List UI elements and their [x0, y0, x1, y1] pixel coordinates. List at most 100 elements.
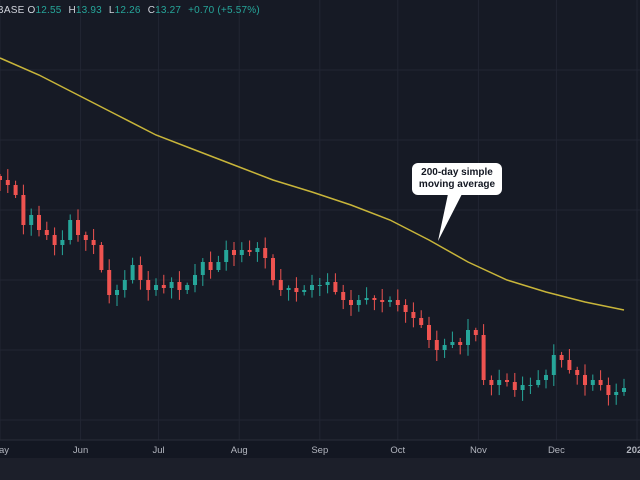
- candle-body: [21, 195, 26, 225]
- annotation-line-2: moving average: [418, 179, 496, 190]
- legend-close-key: C: [147, 5, 156, 16]
- moving-average-layer: [0, 57, 625, 311]
- candle: [364, 287, 369, 305]
- time-axis[interactable]: [0, 440, 640, 458]
- candle-body: [458, 342, 463, 345]
- candle-body: [68, 220, 73, 240]
- candle-body: [512, 382, 517, 390]
- moving-average-annotation: 200-day simple moving average: [412, 163, 502, 195]
- x-tick-label: Sep: [311, 445, 328, 456]
- candle-body: [13, 185, 18, 195]
- candles-layer: [0, 169, 626, 406]
- candle-body: [575, 370, 580, 375]
- candle: [83, 231, 88, 251]
- candle-body: [278, 280, 283, 290]
- candle: [130, 257, 135, 284]
- candle: [76, 209, 80, 242]
- candle-body: [154, 285, 158, 290]
- candle-body: [138, 265, 143, 280]
- candle-body: [193, 275, 197, 285]
- candle: [5, 169, 10, 193]
- candle: [372, 295, 377, 311]
- candle-body: [622, 388, 626, 392]
- candle-body: [419, 318, 424, 325]
- candle: [200, 258, 205, 286]
- ohlc-legend: BASE O12.55 H13.93 L12.26 C13.27 +0.70 (…: [0, 5, 264, 16]
- candle: [122, 270, 127, 298]
- candle: [325, 273, 330, 294]
- candle: [614, 383, 619, 405]
- candle-body: [434, 340, 439, 350]
- candle-body: [427, 325, 431, 340]
- candle: [255, 242, 260, 262]
- candle: [115, 284, 119, 306]
- candle-body: [598, 380, 603, 385]
- candle: [411, 302, 416, 328]
- candle: [349, 289, 353, 316]
- candle: [138, 256, 143, 290]
- candle: [193, 264, 197, 293]
- candle-body: [536, 380, 541, 385]
- candle: [216, 255, 221, 273]
- candle-body: [83, 235, 88, 240]
- candle-body: [551, 355, 556, 375]
- candle-body: [388, 300, 392, 302]
- candle: [473, 327, 478, 342]
- candle-body: [497, 380, 502, 385]
- candle-body: [466, 330, 470, 345]
- candle-body: [185, 285, 190, 290]
- candle-body: [5, 180, 10, 185]
- candle: [341, 284, 346, 310]
- candle: [528, 377, 533, 395]
- candle: [427, 316, 431, 349]
- candle-body: [122, 280, 127, 290]
- x-tick-label: 2023: [626, 445, 640, 456]
- candle: [559, 351, 564, 368]
- candle-body: [0, 176, 2, 180]
- candle: [497, 369, 502, 396]
- candle-body: [614, 392, 619, 395]
- candle-body: [294, 288, 299, 292]
- candle: [450, 331, 455, 349]
- candle: [294, 277, 299, 302]
- candle-body: [224, 250, 229, 262]
- candle-body: [349, 300, 353, 305]
- candle: [232, 241, 236, 266]
- candle: [403, 299, 408, 323]
- candle: [458, 337, 463, 355]
- x-tick-label: Oct: [390, 445, 405, 456]
- candle: [271, 254, 275, 286]
- candle-body: [395, 300, 400, 305]
- candle: [606, 377, 611, 406]
- candle-body: [29, 215, 34, 225]
- candle-body: [333, 282, 338, 292]
- candle-body: [559, 355, 564, 360]
- candle: [185, 282, 190, 294]
- legend-low-key: L: [108, 5, 115, 16]
- x-tick-label: Jun: [73, 445, 88, 456]
- candle: [161, 274, 166, 294]
- candle: [512, 372, 517, 397]
- candle-body: [317, 285, 322, 286]
- candle-body: [177, 282, 182, 290]
- legend-high-key: H: [68, 5, 76, 16]
- candle: [317, 278, 322, 296]
- candle-body: [528, 385, 533, 386]
- candle: [356, 295, 361, 312]
- callout-pointer: [438, 194, 462, 241]
- candle-body: [216, 262, 221, 270]
- candle-body: [481, 335, 486, 380]
- candle: [551, 344, 556, 386]
- candle-body: [76, 220, 80, 235]
- candle: [146, 271, 151, 301]
- candle-body: [606, 385, 611, 395]
- candle: [37, 205, 41, 237]
- candle-body: [99, 245, 104, 270]
- candle-body: [130, 265, 135, 280]
- candle: [278, 269, 283, 296]
- candle-body: [442, 345, 447, 350]
- x-tick-label: May: [0, 445, 9, 456]
- candle-body: [583, 375, 587, 385]
- candle-body: [310, 285, 314, 290]
